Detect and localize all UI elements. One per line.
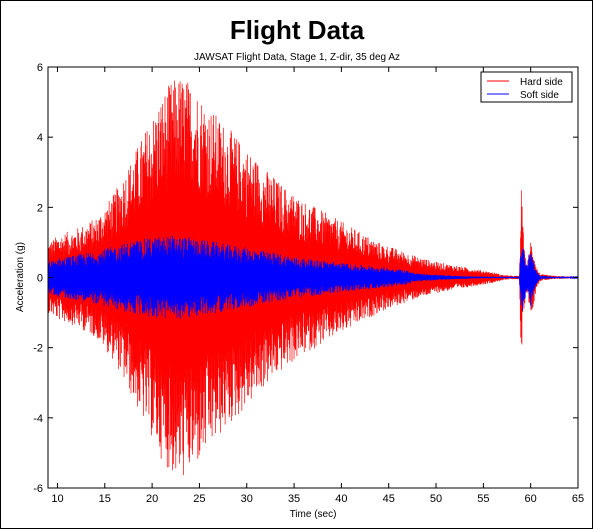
x-tick-label: 60 <box>525 493 537 505</box>
ticks-layer: 10 15 20 25 30 35 40 45 50 55 60 65 -6 -4 -2 0 2 4 6 <box>33 62 584 505</box>
legend: Hard side Soft side <box>480 71 573 103</box>
legend-label-hard-side: Hard side <box>520 77 563 88</box>
x-tick-label: 30 <box>241 493 253 505</box>
y-tick-label: 6 <box>37 62 43 74</box>
x-tick-label: 20 <box>146 493 158 505</box>
plot-area: 10 15 20 25 30 35 40 45 50 55 60 65 -6 -4 -2 0 2 4 6 <box>33 62 584 505</box>
plot-border <box>47 66 579 489</box>
x-tick-label: 65 <box>572 493 584 505</box>
y-axis-label: Acceleration (g) <box>15 242 26 312</box>
y-tick-label: 0 <box>37 273 43 285</box>
y-tick-label: -6 <box>33 483 43 495</box>
y-tick-label: 2 <box>37 202 43 214</box>
chart-title: Flight Data <box>230 15 365 45</box>
series-layer <box>47 80 579 476</box>
x-tick-label: 10 <box>51 493 63 505</box>
x-tick-label: 50 <box>430 493 442 505</box>
x-tick-label: 45 <box>383 493 395 505</box>
x-tick-label: 35 <box>288 493 300 505</box>
x-tick-label: 15 <box>99 493 111 505</box>
x-tick-label: 40 <box>335 493 347 505</box>
y-tick-label: -2 <box>33 343 43 355</box>
legend-label-soft-side: Soft side <box>520 90 559 101</box>
chart-subtitle: JAWSAT Flight Data, Stage 1, Z-dir, 35 d… <box>194 52 400 63</box>
x-tick-label: 25 <box>193 493 205 505</box>
series-line-soft-side <box>47 236 579 319</box>
y-tick-label: -4 <box>33 413 43 425</box>
legend-box <box>480 71 573 103</box>
series-line-hard-side <box>47 80 579 476</box>
y-tick-label: 4 <box>37 132 43 144</box>
x-axis-label: Time (sec) <box>290 509 337 520</box>
x-tick-label: 55 <box>477 493 489 505</box>
